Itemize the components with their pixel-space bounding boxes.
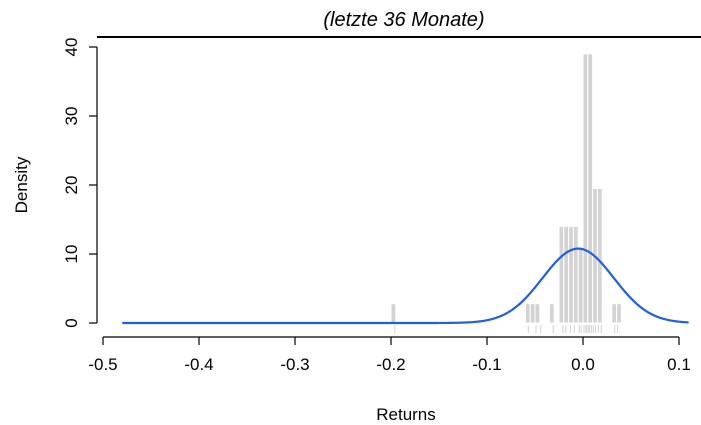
x-tick-label: -0.3	[280, 355, 309, 374]
histogram-bar	[616, 303, 622, 324]
histogram-bar	[582, 53, 589, 324]
histogram-bar	[524, 303, 531, 324]
y-tick-label: 30	[62, 107, 81, 126]
x-axis: -0.5 -0.4 -0.3 -0.2 -0.1 0.0 0.1	[88, 336, 691, 374]
histogram-bars	[390, 53, 622, 324]
x-tick-label: -0.2	[376, 355, 405, 374]
histogram-bar	[568, 225, 574, 324]
chart-title: (letzte 36 Monate)	[323, 9, 484, 31]
y-axis: 0 10 20 30 40	[62, 38, 98, 328]
histogram-bar	[390, 303, 397, 324]
x-tick-label: -0.5	[88, 355, 117, 374]
x-tick-label: 0.1	[667, 355, 691, 374]
histogram-bar	[529, 303, 536, 324]
rug-marks	[394, 325, 619, 333]
histogram-bar	[563, 225, 570, 324]
x-tick-label: -0.4	[184, 355, 213, 374]
histogram-bar	[611, 303, 618, 324]
histogram-bar	[572, 225, 579, 324]
histogram-bar	[587, 53, 594, 324]
y-tick-label: 40	[62, 38, 81, 57]
histogram-bar	[558, 225, 565, 324]
y-tick-label: 20	[62, 176, 81, 195]
y-tick-label: 10	[62, 245, 81, 264]
histogram-bar	[534, 303, 541, 324]
histogram-bar	[577, 246, 584, 324]
x-axis-label: Returns	[376, 405, 436, 424]
histogram-bar	[596, 187, 603, 324]
y-tick-label: 0	[62, 318, 81, 327]
y-axis-label: Density	[12, 156, 31, 213]
density-curve	[122, 247, 689, 325]
histogram-bar	[548, 303, 555, 324]
x-tick-label: -0.1	[472, 355, 501, 374]
x-tick-label: 0.0	[571, 355, 595, 374]
